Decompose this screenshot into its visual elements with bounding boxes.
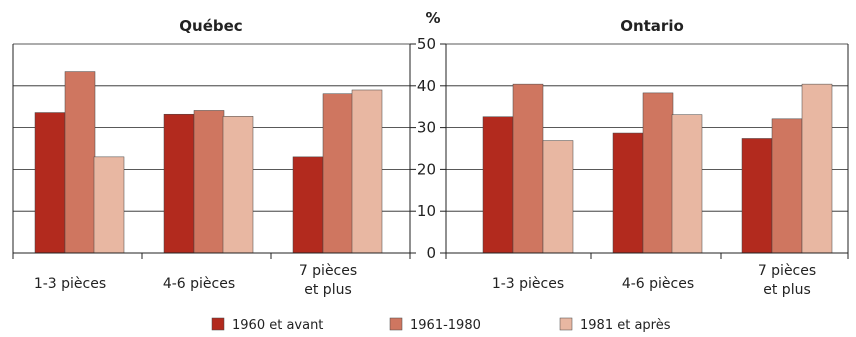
panel-title: Ontario: [620, 17, 684, 35]
y-tick-label: 0: [426, 244, 436, 262]
bar-ontario-c1-s0: [612, 132, 644, 254]
x-tick-label: 7 pièces: [299, 263, 357, 279]
x-tick-label: 4-6 pièces: [163, 276, 235, 292]
y-tick-label: 20: [417, 160, 436, 178]
y-tick-label: 10: [417, 202, 436, 220]
x-tick-label: 4-6 pièces: [622, 276, 694, 292]
legend-swatch: [211, 317, 225, 331]
bar-quebec-c0-s1: [64, 71, 96, 254]
bar-quebec-c2-s1: [322, 93, 354, 254]
bar-ontario-c0-s1: [512, 83, 544, 254]
bar-quebec-c1-s0: [163, 113, 195, 254]
panel-title: Québec: [179, 17, 242, 35]
bar-ontario-c2-s0: [741, 138, 773, 254]
legend-label: 1960 et avant: [232, 318, 323, 333]
legend-swatch: [559, 317, 573, 331]
bar-ontario-c1-s2: [671, 114, 703, 254]
y-tick-label: 50: [417, 35, 436, 53]
bar-quebec-c0-s2: [93, 156, 125, 254]
bar-quebec-c0-s0: [34, 112, 66, 254]
bar-quebec-c1-s2: [222, 116, 254, 254]
bar-ontario-c0-s2: [542, 140, 574, 254]
legend-swatch: [389, 317, 403, 331]
x-tick-label: 1-3 pièces: [492, 276, 564, 292]
legend-label: 1961-1980: [410, 318, 481, 333]
bar-quebec-c2-s0: [292, 156, 324, 254]
x-tick-label: 1-3 pièces: [34, 276, 106, 292]
legend-label: 1981 et après: [580, 318, 671, 333]
bar-ontario-c2-s1: [771, 118, 803, 254]
x-tick-label: et plus: [763, 282, 811, 298]
y-tick-label: 30: [417, 119, 436, 137]
bar-ontario-c1-s1: [642, 92, 674, 254]
bar-quebec-c1-s1: [193, 110, 225, 254]
bar-quebec-c2-s2: [351, 89, 383, 254]
x-tick-label: 7 pièces: [758, 263, 816, 279]
y-unit-label: %: [425, 9, 440, 27]
bar-ontario-c0-s0: [482, 116, 514, 254]
y-tick-label: 40: [417, 77, 436, 95]
x-tick-label: et plus: [304, 282, 352, 298]
bar-ontario-c2-s2: [801, 83, 833, 254]
